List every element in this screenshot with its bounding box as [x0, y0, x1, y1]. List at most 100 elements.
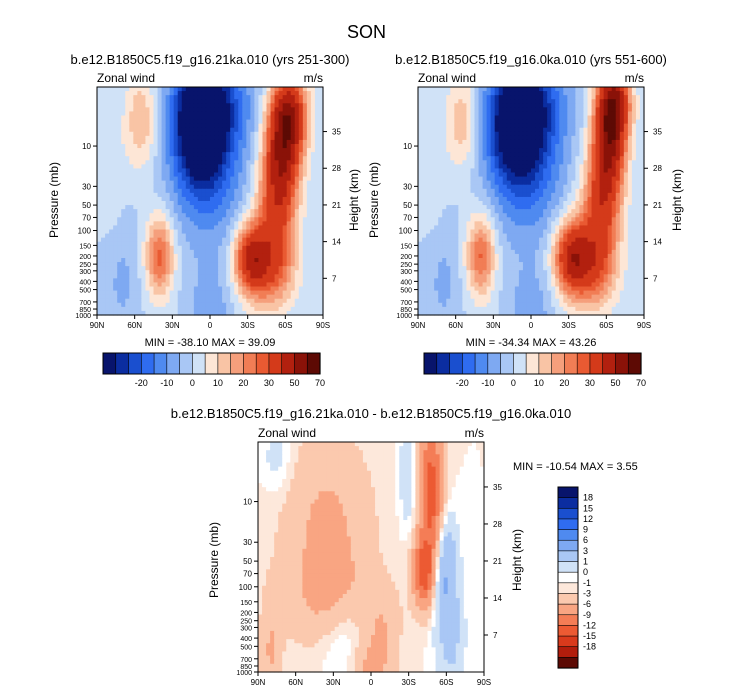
contour-cell	[547, 192, 552, 198]
contour-cell	[238, 168, 243, 174]
contour-cell	[262, 249, 268, 255]
contour-cell	[631, 196, 637, 202]
contour-cell	[266, 119, 272, 125]
contour-cell	[230, 262, 235, 267]
contour-cell	[298, 270, 304, 275]
contour-cell	[205, 160, 211, 165]
contour-cell	[181, 91, 187, 96]
contour-cell	[290, 217, 296, 222]
contour-cell	[193, 253, 199, 259]
contour-cell	[157, 217, 163, 222]
contour-cell	[314, 119, 320, 125]
contour-cell	[193, 164, 199, 170]
contour-cell	[193, 139, 199, 145]
contour-cell	[173, 196, 179, 202]
contour-cell	[105, 135, 110, 141]
contour-cell	[302, 172, 308, 178]
panel-case2-left-label: Zonal wind	[418, 71, 476, 85]
contour-cell	[226, 298, 231, 304]
contour-cell	[226, 180, 231, 186]
contour-cell	[567, 139, 572, 145]
contour-cell	[422, 95, 427, 100]
contour-cell	[181, 172, 187, 178]
contour-cell	[121, 310, 126, 316]
contour-cell	[230, 241, 235, 247]
contour-cell	[567, 168, 572, 174]
contour-cell	[623, 172, 629, 178]
contour-cell	[197, 282, 203, 288]
contour-cell	[531, 192, 536, 198]
contour-cell	[242, 241, 247, 247]
contour-cell	[494, 184, 500, 190]
contour-cell	[282, 152, 288, 157]
contour-cell	[125, 168, 130, 174]
contour-cell	[591, 103, 597, 108]
contour-cell	[595, 172, 601, 178]
contour-cell	[117, 119, 122, 125]
contour-cell	[547, 87, 552, 92]
contour-cell	[97, 282, 102, 288]
contour-cell	[551, 160, 556, 165]
contour-cell	[193, 168, 199, 174]
contour-cell	[242, 148, 247, 153]
contour-cell	[141, 258, 147, 263]
contour-cell	[518, 91, 524, 96]
contour-cell	[567, 144, 572, 149]
contour-cell	[193, 213, 199, 218]
contour-cell	[539, 135, 544, 141]
contour-cell	[246, 184, 251, 190]
contour-cell	[579, 201, 585, 206]
contour-cell	[149, 196, 155, 202]
contour-cell	[210, 201, 215, 206]
contour-cell	[125, 205, 130, 210]
contour-cell	[555, 156, 560, 161]
contour-cell	[210, 148, 215, 153]
contour-cell	[145, 278, 151, 284]
contour-cell	[161, 298, 167, 304]
contour-cell	[201, 233, 207, 239]
contour-cell	[133, 229, 138, 235]
contour-cell	[222, 201, 227, 206]
contour-cell	[153, 144, 159, 149]
contour-cell	[438, 184, 443, 190]
contour-cell	[105, 103, 110, 108]
contour-cell	[230, 87, 235, 92]
contour-cell	[101, 225, 106, 231]
contour-cell	[210, 99, 215, 104]
contour-cell	[113, 225, 118, 231]
contour-cell	[222, 119, 227, 125]
contour-cell	[446, 205, 451, 210]
contour-cell	[522, 196, 528, 202]
contour-cell	[214, 144, 219, 149]
contour-cell	[133, 286, 138, 292]
contour-cell	[535, 209, 540, 214]
contour-cell	[526, 188, 532, 194]
contour-cell	[258, 286, 264, 292]
contour-cell	[510, 201, 516, 206]
contour-cell	[430, 196, 435, 202]
contour-cell	[547, 180, 552, 186]
contour-cell	[458, 131, 463, 137]
contour-cell	[591, 99, 597, 104]
contour-cell	[189, 111, 195, 117]
contour-cell	[563, 139, 568, 145]
contour-cell	[442, 184, 447, 190]
contour-cell	[258, 217, 264, 222]
contour-cell	[222, 107, 227, 113]
x-tick-label: 60S	[278, 321, 292, 330]
contour-cell	[567, 127, 572, 133]
contour-cell	[149, 188, 155, 194]
contour-cell	[635, 184, 641, 190]
contour-cell	[218, 184, 223, 190]
contour-cell	[551, 168, 556, 174]
contour-cell	[559, 91, 564, 96]
contour-cell	[205, 306, 211, 312]
contour-cell	[266, 115, 272, 121]
contour-cell	[214, 148, 219, 153]
contour-cell	[113, 131, 118, 137]
contour-cell	[133, 127, 138, 133]
contour-cell	[230, 148, 235, 153]
contour-cell	[165, 148, 171, 153]
contour-cell	[314, 156, 320, 161]
contour-cell	[302, 180, 308, 186]
